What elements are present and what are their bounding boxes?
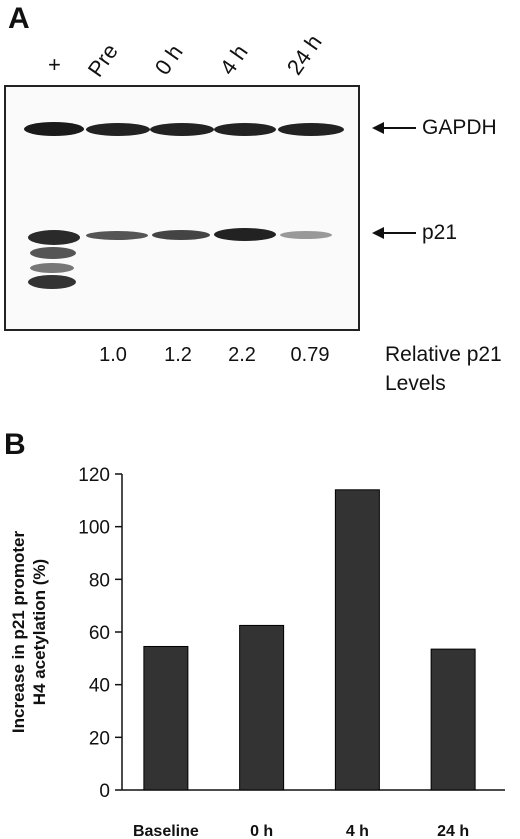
- gapdh-band-4h: [214, 123, 276, 136]
- relative-level-pre: 1.0: [99, 344, 127, 366]
- relative-levels-label-line1: Relative p21: [385, 343, 502, 366]
- lane-label-24h: 24 h: [281, 30, 327, 80]
- x-tick-label: Baseline: [133, 823, 199, 839]
- y-tick-label: 20: [89, 728, 110, 749]
- bar: [143, 645, 189, 791]
- y-axis-label-line: H4 acetylation (%): [30, 559, 49, 705]
- bar-chart: 0 20 40 60 80 100 120 Baseline 0 h 4 h 24 h Increas…: [9, 465, 505, 839]
- bar: [239, 624, 285, 791]
- p21-label: p21: [422, 221, 458, 244]
- gapdh-band-pre: [86, 123, 150, 136]
- gapdh-band-0h: [150, 123, 214, 136]
- y-axis-label: Increase in p21 promoter H4 acetylation (…: [9, 531, 49, 734]
- p21-band-positive-2: [30, 247, 76, 259]
- lane-label-pre: Pre: [82, 39, 123, 82]
- x-tick-label: 0 h: [250, 823, 273, 839]
- x-tick-label: 24 h: [437, 823, 469, 839]
- lane-label-0h: 0 h: [149, 40, 188, 80]
- panel-a-letter: A: [8, 2, 30, 35]
- p21-band-positive-4: [28, 275, 76, 289]
- y-tick-label: 60: [89, 623, 110, 644]
- bar: [334, 489, 380, 791]
- relative-level-4h: 2.2: [228, 344, 256, 366]
- y-tick-label: 80: [89, 570, 110, 591]
- p21-arrow-icon: [372, 227, 384, 239]
- gapdh-label: GAPDH: [422, 116, 497, 139]
- y-tick-label: 0: [99, 781, 110, 802]
- gapdh-band-positive: [24, 122, 84, 136]
- western-blot-image: [4, 85, 360, 331]
- y-tick-label: 120: [78, 465, 110, 486]
- lane-label-positive: +: [48, 52, 61, 77]
- p21-band-0h: [152, 230, 210, 240]
- p21-band-4h: [214, 228, 276, 241]
- gapdh-band-24h: [278, 123, 344, 136]
- p21-band-positive-3: [30, 263, 74, 273]
- relative-levels-label-line2: Levels: [385, 372, 446, 395]
- p21-band-pre: [86, 231, 148, 240]
- gapdh-arrow-icon: [372, 122, 384, 134]
- relative-level-0h: 1.2: [164, 344, 192, 366]
- lane-label-4h: 4 h: [214, 40, 253, 80]
- p21-arrow-line: [382, 232, 416, 234]
- p21-band-positive-1: [28, 230, 80, 245]
- p21-band-24h: [280, 231, 332, 239]
- gapdh-arrow-line: [382, 127, 416, 129]
- y-tick-label: 40: [89, 676, 110, 697]
- relative-level-24h: 0.79: [290, 344, 330, 366]
- bar: [430, 648, 476, 791]
- y-tick-label: 100: [78, 518, 110, 539]
- panel-b-letter: B: [4, 428, 26, 461]
- x-tick-label: 4 h: [346, 823, 369, 839]
- y-axis-label-line: Increase in p21 promoter: [9, 531, 28, 734]
